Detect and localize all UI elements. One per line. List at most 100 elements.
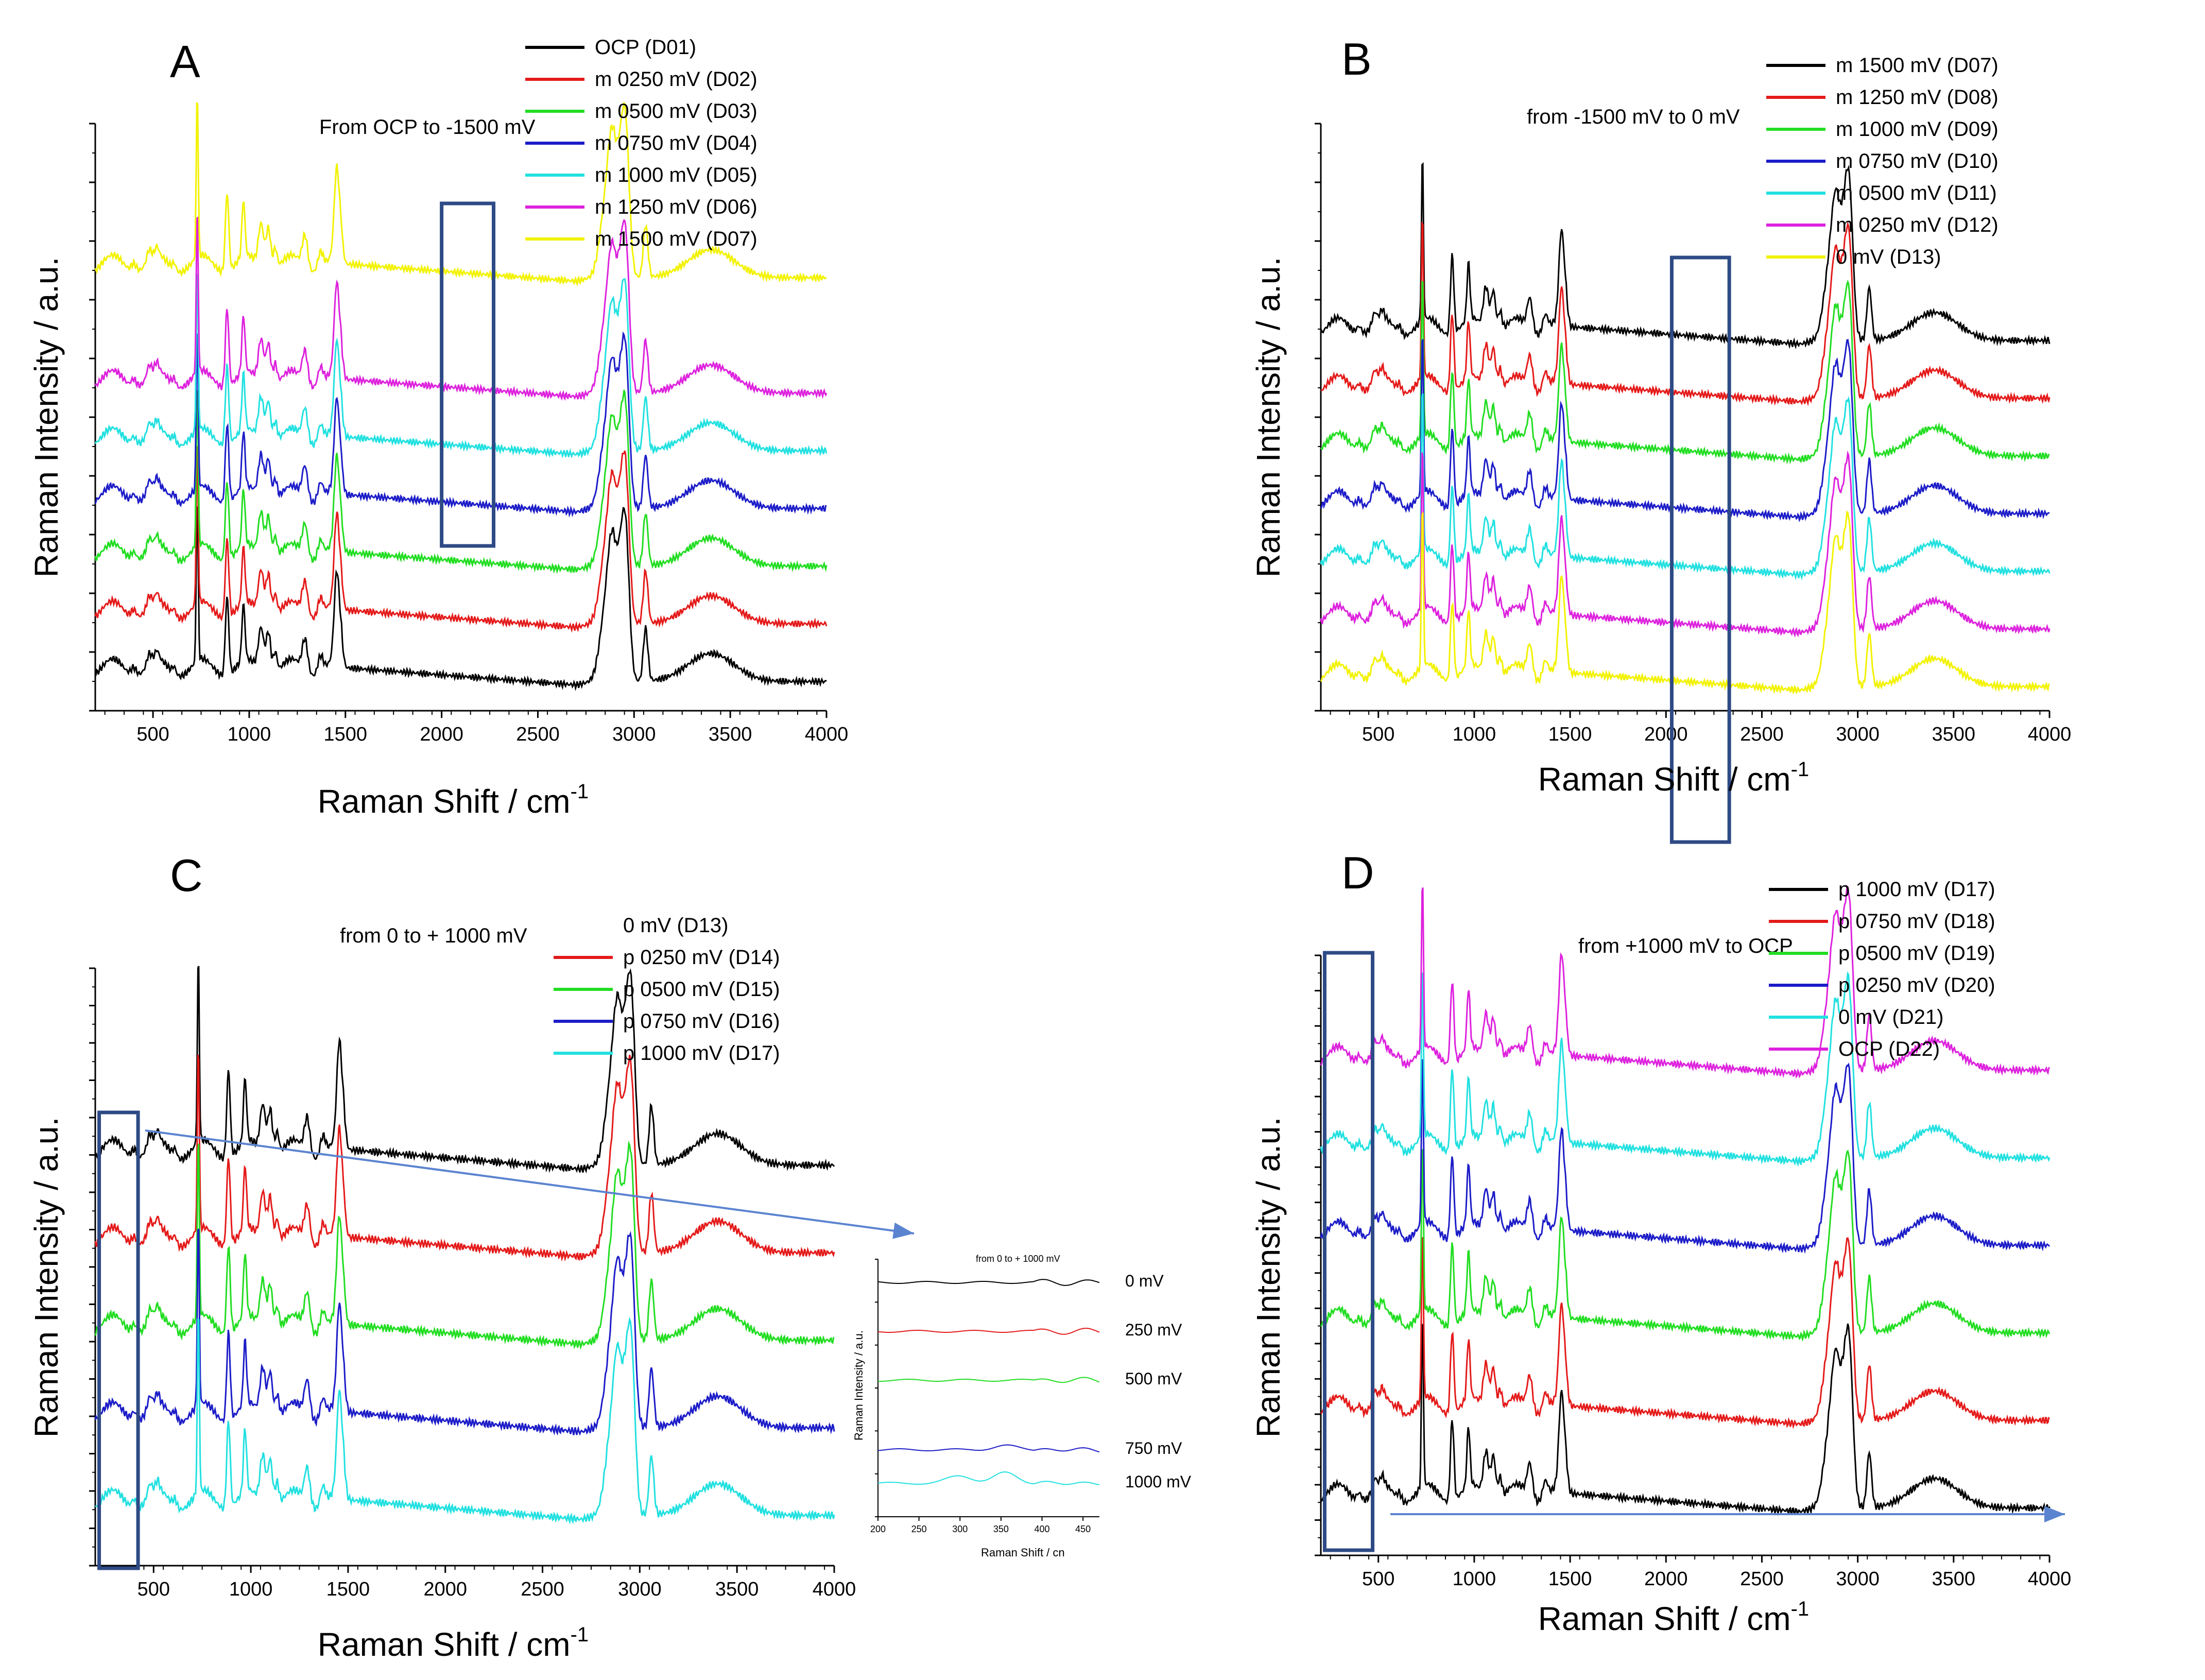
legend-entry: m 0500 mV (D03) bbox=[595, 100, 757, 123]
inset-series-label: 0 mV bbox=[1125, 1272, 1164, 1290]
chart-title: from +1000 mV to OCP bbox=[1578, 935, 1793, 957]
series-line-6 bbox=[1320, 885, 2051, 1079]
x-tick-label: 3500 bbox=[1932, 1568, 1976, 1590]
inset-series-line-3 bbox=[877, 1377, 1100, 1383]
legend-entry: m 0750 mV (D10) bbox=[1836, 150, 1999, 173]
inset-series-label: 750 mV bbox=[1125, 1439, 1182, 1458]
series-line-2 bbox=[94, 446, 828, 633]
x-tick-label: 1000 bbox=[1453, 724, 1496, 745]
series-line-1 bbox=[94, 506, 827, 691]
legend-entry: 0 mV (D21) bbox=[1838, 1006, 1944, 1028]
series-line-2 bbox=[94, 1054, 835, 1262]
x-axis-label-main: Raman Shift / cm bbox=[318, 1626, 571, 1663]
x-axis-label: Raman Shift / cm-1 bbox=[1538, 1598, 1809, 1637]
chart-title: From OCP to -1500 mV bbox=[319, 116, 536, 139]
x-tick-label: 4000 bbox=[2028, 724, 2072, 745]
panel-a: 500 1000 1500 2000 2500 3000 3500 4000 A From OCP… bbox=[28, 36, 848, 820]
highlight-box bbox=[440, 201, 496, 548]
legend-entry: m 0250 mV (D02) bbox=[595, 68, 757, 91]
x-tick-label: 3000 bbox=[612, 724, 656, 745]
highlight-box bbox=[1322, 951, 1375, 1552]
x-tick-label: 1500 bbox=[1548, 1568, 1592, 1590]
inset-series-line-4 bbox=[877, 1444, 1100, 1453]
series-line-5 bbox=[95, 1316, 835, 1525]
inset-series-label: 250 mV bbox=[1125, 1321, 1182, 1339]
x-tick-label: 3500 bbox=[1932, 724, 1976, 745]
x-tick-label: 2000 bbox=[423, 1579, 467, 1600]
x-tick-label: 1500 bbox=[324, 724, 368, 745]
zoom-arrow-c-head bbox=[892, 1222, 914, 1239]
x-axis-label-sup: -1 bbox=[1791, 1598, 1810, 1620]
inset-series-line-1 bbox=[877, 1279, 1100, 1286]
legend-entry: m 0250 mV (D12) bbox=[1836, 214, 1999, 236]
series-line-3 bbox=[1320, 1148, 2051, 1342]
inset-x-tick-label: 400 bbox=[1034, 1524, 1049, 1534]
inset-title: from 0 to + 1000 mV bbox=[976, 1254, 1060, 1264]
inset-x-tick-label: 200 bbox=[870, 1524, 886, 1534]
series-line-3 bbox=[94, 1140, 835, 1350]
x-axis-label-main: Raman Shift / cm bbox=[1538, 761, 1791, 798]
zoom-arrow-d-head bbox=[2044, 1506, 2065, 1522]
legend-entry: m 1000 mV (D05) bbox=[595, 164, 757, 186]
x-tick-label: 1000 bbox=[229, 1579, 273, 1600]
panel-label: B bbox=[1341, 33, 1372, 84]
series-line-5 bbox=[1320, 971, 2051, 1167]
x-tick-label: 1500 bbox=[326, 1579, 370, 1600]
legend-entry: p 0500 mV (D19) bbox=[1838, 942, 1995, 965]
inset-x-tick-label: 450 bbox=[1075, 1524, 1091, 1534]
series-line-5 bbox=[94, 272, 828, 459]
x-axis-label-sup: -1 bbox=[571, 780, 589, 803]
inset-x-tick-label: 300 bbox=[952, 1524, 968, 1534]
x-axis-label-main: Raman Shift / cm bbox=[318, 783, 571, 820]
series-line-5 bbox=[1320, 393, 2051, 581]
panel-label: D bbox=[1341, 847, 1374, 898]
inset-series-line-2 bbox=[877, 1328, 1100, 1335]
legend-entry: p 0750 mV (D16) bbox=[623, 1010, 780, 1033]
panel-label: C bbox=[170, 850, 203, 901]
x-tick-label: 2500 bbox=[1740, 724, 1784, 745]
x-tick-label: 2000 bbox=[1644, 1568, 1688, 1590]
inset-y-axis-label: Raman Intensity / a.u. bbox=[852, 1330, 865, 1441]
x-axis-label: Raman Shift / cm-1 bbox=[318, 1623, 589, 1663]
legend-entry: p 0750 mV (D18) bbox=[1838, 910, 1995, 933]
y-axis-label: Raman Intensity / a.u. bbox=[28, 1117, 65, 1438]
y-axis-label: Raman Intensity / a.u. bbox=[28, 257, 65, 578]
legend-entry: m 1500 mV (D07) bbox=[1836, 54, 1999, 77]
x-tick-label: 4000 bbox=[2028, 1568, 2072, 1590]
series-line-4 bbox=[94, 331, 827, 518]
highlight-box bbox=[1669, 255, 1731, 844]
panel-label: A bbox=[170, 36, 200, 87]
inset-plot: 200 250 300 350 400 450 0 mV 250 mV 500 mV 750 mV… bbox=[852, 1254, 1192, 1559]
legend-entry: m 1250 mV (D08) bbox=[1836, 86, 1999, 109]
legend-entry: m 1250 mV (D06) bbox=[595, 196, 757, 218]
series-line-4 bbox=[94, 1228, 835, 1436]
x-axis-label-sup: -1 bbox=[1791, 758, 1810, 781]
series-line-1 bbox=[94, 966, 835, 1174]
x-tick-label: 4000 bbox=[805, 724, 849, 745]
series-line-3 bbox=[1320, 280, 2050, 465]
x-tick-label: 3000 bbox=[1836, 1568, 1880, 1590]
legend-entry: p 1000 mV (D17) bbox=[623, 1042, 780, 1065]
legend-entry: m 1000 mV (D09) bbox=[1836, 118, 1999, 141]
x-tick-label: 500 bbox=[1362, 1568, 1394, 1590]
legend-entry: m 1500 mV (D07) bbox=[595, 228, 757, 250]
legend-entry: p 1000 mV (D17) bbox=[1838, 878, 1995, 901]
x-tick-label: 1500 bbox=[1548, 724, 1592, 745]
x-tick-label: 2500 bbox=[516, 724, 560, 745]
x-tick-label: 3000 bbox=[618, 1579, 662, 1600]
legend-entry: p 0250 mV (D14) bbox=[623, 946, 780, 969]
legend-entry: m 0500 mV (D11) bbox=[1836, 182, 1997, 204]
inset-series-label: 500 mV bbox=[1125, 1369, 1182, 1388]
highlight-box bbox=[97, 1110, 140, 1570]
x-tick-label: 1000 bbox=[1453, 1568, 1496, 1590]
legend-entry: m 0750 mV (D04) bbox=[595, 132, 757, 155]
chart-title: from 0 to + 1000 mV bbox=[340, 924, 527, 947]
y-axis-label: Raman Intensity / a.u. bbox=[1250, 1117, 1287, 1438]
chart-title: from -1500 mV to 0 mV bbox=[1527, 106, 1740, 128]
legend-entry: 0 mV (D13) bbox=[1836, 246, 1941, 268]
inset-series-line-5 bbox=[877, 1471, 1100, 1485]
series-line-1 bbox=[1320, 1323, 2051, 1516]
